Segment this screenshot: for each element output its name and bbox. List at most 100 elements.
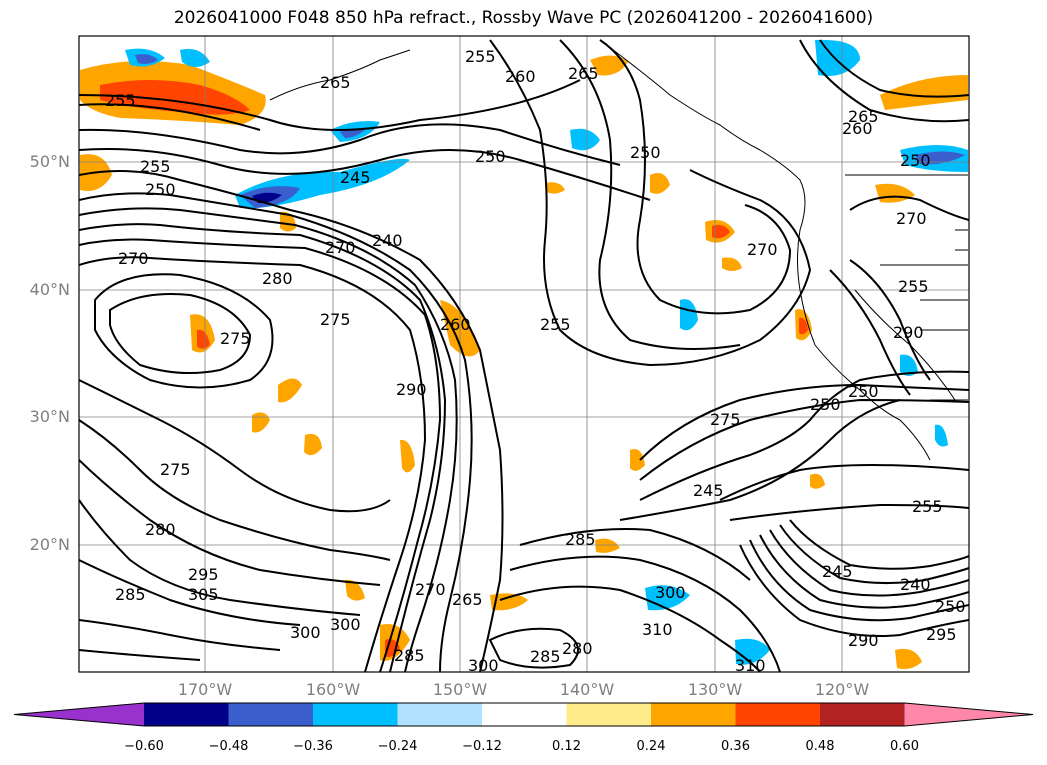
colorbar-tick-label: −0.12 (462, 739, 502, 754)
contour-label: 270 (896, 209, 927, 228)
contour-label: 310 (735, 656, 766, 675)
map-title: 2026041000 F048 850 hPa refract., Rossby… (173, 8, 874, 28)
contour-label: 295 (926, 625, 957, 644)
contour-label: 300 (290, 623, 321, 642)
contour-label: 285 (394, 646, 425, 665)
contour-label: 250 (475, 147, 506, 166)
colorbar-tick-label: −0.36 (293, 739, 333, 754)
contour-label: 245 (693, 481, 724, 500)
contour-label: 285 (565, 530, 596, 549)
contour-label: 280 (145, 520, 176, 539)
positive-anomaly-area (895, 648, 922, 670)
contour-label: 255 (465, 47, 496, 66)
strong-positive-anomaly-area (197, 329, 210, 349)
contour-label: 270 (118, 249, 149, 268)
contour-label: 250 (145, 180, 176, 199)
colorbar-cell (735, 703, 821, 726)
longitude-label: 170°W (177, 680, 233, 699)
positive-anomaly-area (490, 593, 528, 611)
contour-label: 260 (505, 67, 536, 86)
contour-label: 250 (630, 143, 661, 162)
positive-anomaly-area (650, 172, 670, 194)
map-frame (78, 35, 970, 673)
contour-label: 275 (220, 329, 251, 348)
colorbar-tick-label: 0.60 (890, 739, 919, 754)
longitude-label: 120°W (814, 680, 870, 699)
positive-anomaly-area (590, 55, 628, 76)
positive-anomaly-area (252, 412, 270, 433)
contour-label: 255 (898, 277, 929, 296)
contour-label: 240 (372, 231, 403, 250)
contour-label: 265 (568, 64, 599, 83)
contour-label: 250 (900, 151, 931, 170)
negative-anomaly-area (570, 128, 600, 151)
contour-label: 280 (262, 269, 293, 288)
strong-negative-anomaly-area (915, 151, 965, 165)
contour-label: 255 (140, 157, 171, 176)
colorbar-tick-label: −0.48 (208, 739, 249, 754)
strong-negative-anomaly-area (135, 54, 158, 64)
colorbar-cell (482, 703, 567, 726)
colorbar-cell (228, 703, 314, 726)
contour-label: 300 (655, 583, 686, 602)
negative-anomaly-area (935, 424, 948, 447)
negative-anomaly-area (680, 299, 698, 331)
contour-label: 270 (747, 240, 778, 259)
contour-label: 260 (842, 119, 873, 138)
graticule (79, 36, 969, 672)
colorbar-cell (144, 703, 229, 726)
negative-anomaly-area (180, 48, 210, 67)
positive-anomaly-area (400, 439, 415, 473)
contour-label: 255 (540, 315, 571, 334)
positive-anomaly-area (304, 433, 322, 456)
contour-label: 250 (810, 395, 841, 414)
latitude-label: 50°N (29, 152, 70, 171)
longitude-label: 130°W (687, 680, 743, 699)
contour-label: 240 (900, 575, 931, 594)
contour-label: 300 (468, 656, 499, 675)
contour-label: 260 (440, 315, 471, 334)
colorbar-extension-high (904, 703, 1033, 726)
positive-anomaly-area (595, 538, 620, 553)
colorbar-cell (313, 703, 398, 726)
colorbar-tick-label: −0.24 (377, 739, 418, 754)
colorbar-cell (397, 703, 483, 726)
anomaly-shading (80, 39, 968, 670)
contour-label: 275 (710, 410, 741, 429)
strong-positive-anomaly-area (799, 317, 808, 335)
contour-label: 275 (320, 310, 351, 329)
contour-label: 245 (340, 168, 371, 187)
contour-labels: 255 260 265 255 250 265 260 245 250 255 … (105, 47, 966, 675)
contour-label: 290 (848, 631, 879, 650)
contour-label: 305 (188, 585, 219, 604)
latitude-label: 30°N (29, 407, 70, 426)
contour-label: 300 (330, 615, 361, 634)
contour-label: 255 (912, 497, 943, 516)
colorbar-tick-label: 0.36 (721, 739, 750, 754)
colorbar-cell (651, 703, 736, 726)
contour-label: 270 (325, 238, 356, 257)
longitude-label: 140°W (559, 680, 615, 699)
contour-label: 290 (396, 380, 427, 399)
colorbar-tick-label: −0.60 (124, 739, 164, 754)
positive-anomaly-area (280, 211, 296, 232)
latitude-label: 40°N (29, 280, 70, 299)
positive-anomaly-area (810, 473, 825, 489)
contour-label: 270 (415, 580, 446, 599)
contour-label: 295 (188, 565, 219, 584)
positive-anomaly-area (545, 182, 565, 194)
contour-label: 265 (320, 73, 351, 92)
colorbar-tick-label: 0.48 (805, 739, 835, 754)
contour-label: 285 (115, 585, 146, 604)
contour-label: 250 (935, 597, 966, 616)
latitude-label: 20°N (29, 535, 70, 554)
contour-label: 280 (562, 639, 593, 658)
negative-anomaly-area (900, 354, 918, 376)
positive-anomaly-area (278, 378, 302, 403)
contour-label: 265 (848, 107, 879, 126)
contour-label: 250 (848, 382, 879, 401)
contour-label: 275 (160, 460, 191, 479)
contour-label: 290 (893, 323, 924, 342)
colorbar-outline (13, 702, 1034, 727)
